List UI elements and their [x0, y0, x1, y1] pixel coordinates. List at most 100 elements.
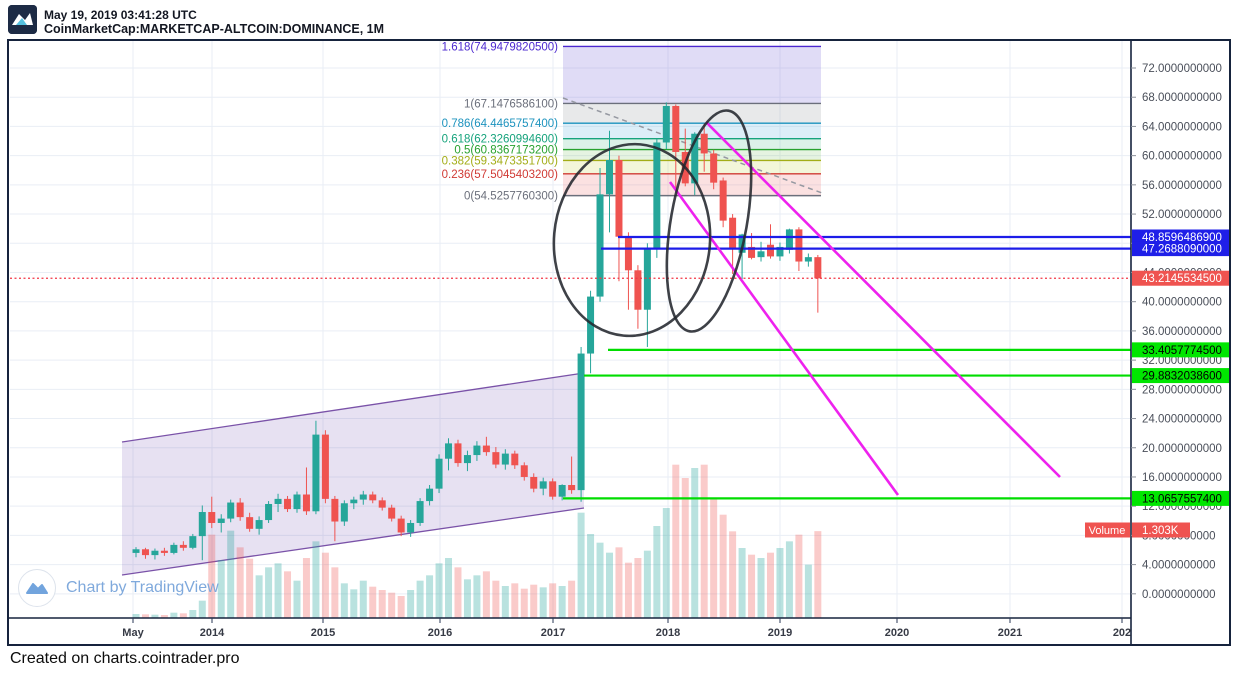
candle-body	[416, 501, 424, 523]
price-axis-badge: 43.2145534500	[1132, 270, 1229, 286]
fib-level-label: 0.618(62.3260994600)	[442, 134, 559, 146]
time-tick-label: 2021	[998, 627, 1022, 639]
candle-body	[246, 517, 254, 529]
volume-bar	[729, 531, 737, 618]
ellipse-annotation[interactable]	[652, 104, 766, 338]
volume-badge-label: Volume	[1089, 525, 1126, 537]
candle-body	[691, 133, 699, 184]
volume-bar	[785, 541, 793, 618]
price-tick-label: 72.0000000000	[1142, 63, 1222, 75]
badge-bg	[1132, 270, 1229, 286]
candle-body	[757, 251, 765, 258]
volume-bar	[435, 563, 443, 618]
volume-bar	[454, 567, 462, 618]
volume-bar	[691, 468, 699, 618]
fib-level-label: 0.236(57.5045403200)	[442, 169, 559, 181]
candle-body	[748, 246, 756, 258]
volume-bar	[710, 498, 718, 618]
candle-body	[359, 494, 367, 500]
volume-bar	[473, 575, 481, 618]
horizontal-lines	[563, 235, 1131, 500]
volume-bar	[719, 514, 727, 618]
price-axis-badge: 29.8832038600	[1132, 368, 1229, 384]
magenta-trendline-left[interactable]	[668, 181, 900, 496]
volume-bar	[426, 575, 434, 618]
candle-body	[766, 244, 774, 257]
price-axis-badge: 33.4057774500	[1132, 342, 1229, 358]
candle-body	[179, 544, 187, 548]
fib-band	[563, 123, 821, 139]
candle-body	[700, 133, 708, 154]
volume-bar	[748, 554, 756, 618]
candlestick-series	[132, 102, 822, 561]
time-tick-label: 2020	[885, 627, 909, 639]
candle-body	[814, 257, 822, 279]
price-tick-label: 52.0000000000	[1142, 209, 1222, 221]
volume-badge-value: 1.303K	[1142, 525, 1179, 537]
price-tick-label: 28.0000000000	[1142, 384, 1222, 396]
mountain-logo-icon	[8, 5, 37, 34]
volume-bar	[596, 542, 604, 618]
time-tick-label: 2019	[768, 627, 792, 639]
volume-bar	[482, 571, 490, 618]
grid-lines	[10, 41, 1131, 617]
candle-body	[435, 458, 443, 489]
chart-timestamp: May 19, 2019 03:41:28 UTC	[44, 8, 197, 22]
chart-symbol-title[interactable]: CoinMarketCap:MARKETCAP-ALTCOIN:DOMINANC…	[44, 22, 385, 36]
volume-bar	[568, 580, 576, 618]
candle-body	[530, 476, 538, 489]
fib-level-label: 1(67.1476586100)	[464, 98, 558, 110]
time-axis[interactable]: May 2014 2015 2016 2017 2018 2019 2020 2021 202	[122, 618, 1131, 639]
candle-body	[293, 494, 301, 510]
created-on-caption: Created on charts.cointrader.pro	[10, 650, 240, 667]
volume-bar	[284, 571, 292, 618]
candle-body	[587, 296, 595, 354]
volume-bar	[397, 596, 405, 618]
candle-body	[350, 499, 358, 504]
volume-bar	[378, 590, 386, 618]
fib-level-label: 0.5(60.8367173200)	[454, 145, 558, 157]
volume-bar	[141, 614, 149, 618]
volume-series	[132, 464, 822, 618]
price-axis-badge: 48.8596486900	[1132, 229, 1229, 245]
time-tick-label: May	[122, 627, 144, 639]
volume-bar	[321, 552, 329, 618]
badge-bg	[1132, 229, 1229, 245]
candle-body	[776, 246, 784, 257]
price-axis-badge: 47.2688090000	[1132, 241, 1229, 257]
watermark-label: Chart by TradingView	[66, 579, 219, 596]
candle-body	[132, 549, 140, 553]
tradingview-watermark[interactable]: Chart by TradingView	[18, 569, 219, 607]
volume-bar	[302, 558, 310, 618]
candle-body	[378, 500, 386, 508]
candle-body	[236, 502, 244, 518]
volume-bar	[227, 530, 235, 618]
volume-bar	[681, 478, 689, 618]
candle-body	[463, 455, 471, 464]
magenta-trendline-right[interactable]	[705, 121, 1061, 478]
time-tick-label: 2015	[311, 627, 335, 639]
channel-top-line[interactable]	[121, 372, 585, 443]
volume-bar	[804, 564, 812, 618]
badge-bg	[1132, 490, 1229, 506]
ellipse-annotation[interactable]	[546, 138, 718, 343]
candle-body	[549, 481, 557, 497]
price-axis[interactable]: 72.0000000000 68.0000000000 64.0000000000 6…	[1131, 63, 1229, 601]
badge-value: 47.2688090000	[1142, 244, 1222, 256]
channel-bottom-line[interactable]	[121, 507, 585, 576]
volume-bar	[407, 590, 415, 618]
volume-bar	[170, 612, 178, 618]
volume-bar	[265, 567, 273, 618]
candle-body	[615, 160, 623, 237]
fib-band	[563, 46, 821, 104]
ascending-channel-drawing[interactable]	[121, 372, 585, 576]
fib-band	[563, 173, 821, 196]
volume-badge-label-bg	[1085, 522, 1130, 538]
app-logo[interactable]	[8, 5, 37, 34]
volume-bar	[757, 558, 765, 618]
price-tick-label: 32.0000000000	[1142, 355, 1222, 367]
volume-badge-value-bg	[1132, 522, 1190, 538]
candle-body	[284, 498, 292, 510]
